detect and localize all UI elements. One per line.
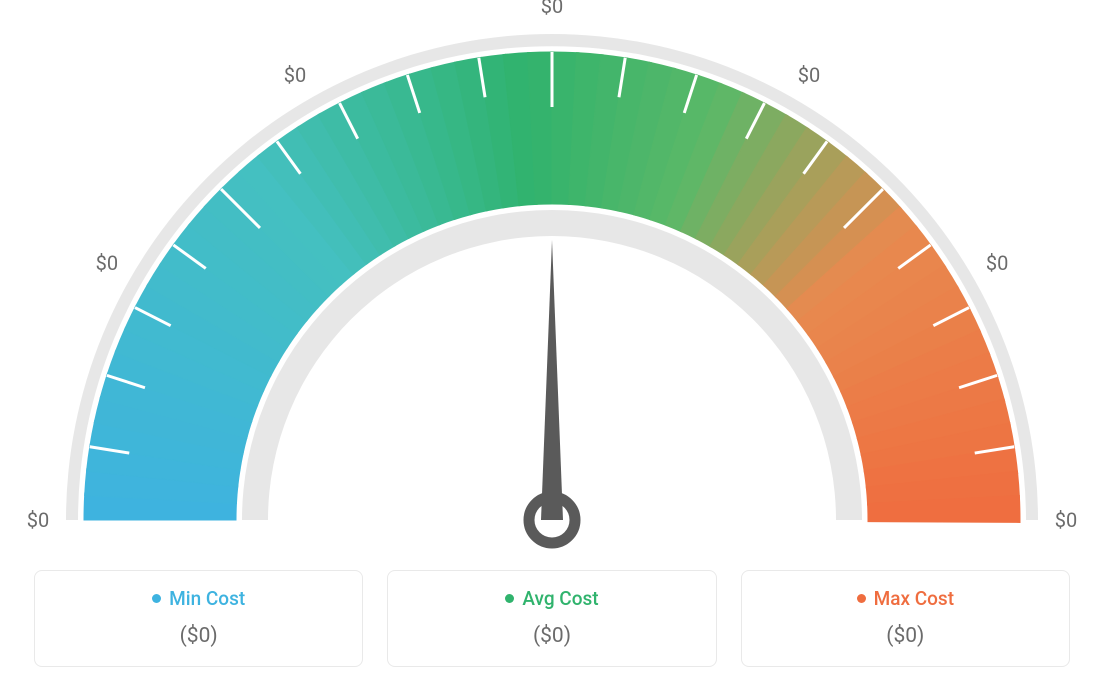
legend-value-min: ($0)	[45, 624, 352, 648]
legend-value-avg: ($0)	[398, 624, 705, 648]
gauge-svg	[0, 0, 1104, 560]
legend-label: Min Cost	[169, 587, 245, 610]
legend-card-min: Min Cost ($0)	[34, 570, 363, 667]
gauge-tick-label: $0	[986, 251, 1008, 275]
gauge-tick-label: $0	[27, 508, 49, 532]
legend-dot-icon	[505, 594, 514, 603]
cost-gauge: $0 $0 $0 $0 $0 $0 $0	[0, 0, 1104, 560]
legend-card-max: Max Cost ($0)	[741, 570, 1070, 667]
legend-title-max: Max Cost	[857, 587, 954, 610]
gauge-tick-label: $0	[284, 63, 306, 87]
legend-title-min: Min Cost	[152, 587, 245, 610]
legend-title-avg: Avg Cost	[505, 587, 598, 610]
legend-row: Min Cost ($0) Avg Cost ($0) Max Cost ($0)	[0, 570, 1104, 667]
gauge-needle	[541, 240, 563, 520]
legend-card-avg: Avg Cost ($0)	[387, 570, 716, 667]
legend-dot-icon	[857, 594, 866, 603]
gauge-tick-label: $0	[96, 251, 118, 275]
gauge-tick-label: $0	[541, 0, 563, 18]
gauge-tick-label: $0	[798, 63, 820, 87]
legend-value-max: ($0)	[752, 624, 1059, 648]
legend-dot-icon	[152, 594, 161, 603]
legend-label: Max Cost	[874, 587, 954, 610]
legend-label: Avg Cost	[522, 587, 598, 610]
gauge-tick-label: $0	[1055, 508, 1077, 532]
